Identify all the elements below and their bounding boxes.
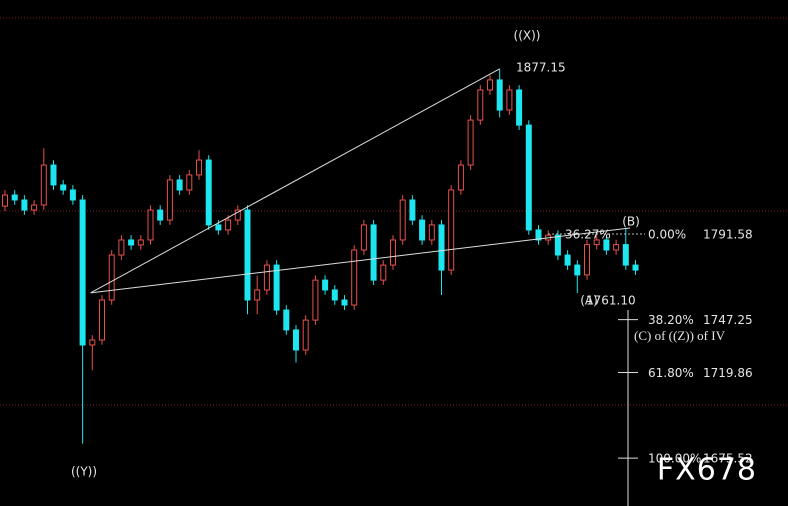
candle-body bbox=[186, 174, 193, 191]
price-label: 1761.10 bbox=[586, 293, 636, 307]
wave-label: (A) bbox=[580, 294, 598, 308]
candle-body bbox=[31, 204, 38, 211]
candle-body bbox=[496, 79, 503, 111]
candle-body bbox=[399, 199, 406, 241]
candle-body bbox=[69, 189, 76, 201]
candle-body bbox=[60, 184, 67, 191]
candle-body bbox=[574, 264, 581, 276]
candle-body bbox=[632, 264, 639, 271]
candle-body bbox=[351, 249, 358, 306]
candle-body bbox=[584, 244, 590, 276]
candle-body bbox=[438, 224, 445, 271]
candle-body bbox=[137, 239, 144, 246]
fib-ratio: 100.00% bbox=[648, 452, 701, 466]
candle-body bbox=[525, 124, 532, 231]
candle-body bbox=[322, 279, 329, 291]
candle-body bbox=[215, 224, 222, 231]
candle-body bbox=[283, 309, 290, 331]
fib-ratio: 38.20% bbox=[648, 313, 694, 327]
candle-body bbox=[50, 164, 57, 186]
fib-ratio: 61.80% bbox=[648, 366, 694, 380]
candle-body bbox=[312, 279, 319, 321]
candle-body bbox=[11, 194, 18, 201]
candle-body bbox=[603, 239, 610, 251]
price-label: 1877.15 bbox=[516, 60, 566, 74]
candle-body bbox=[390, 239, 396, 266]
candle-body bbox=[516, 89, 523, 126]
candle-body bbox=[108, 254, 115, 301]
candle-body bbox=[244, 209, 251, 301]
candle-body bbox=[613, 244, 620, 251]
candle-body bbox=[89, 339, 96, 346]
candle-body bbox=[128, 239, 135, 246]
candle-body bbox=[506, 89, 513, 111]
watermark: FX678 bbox=[657, 453, 757, 488]
candle-body bbox=[293, 329, 299, 351]
candle-body bbox=[370, 224, 377, 281]
candle-body bbox=[99, 299, 105, 341]
wave-line bbox=[90, 68, 631, 294]
candle-body bbox=[477, 89, 484, 121]
fib-price: 1791.58 bbox=[703, 228, 753, 242]
candle-body bbox=[273, 264, 280, 311]
candle-body bbox=[622, 244, 629, 266]
wave-label: ((Y)) bbox=[71, 465, 97, 479]
target-label: (C) of ((Z)) of IV bbox=[634, 328, 726, 343]
candle-body bbox=[409, 199, 416, 221]
candle-body bbox=[419, 219, 426, 241]
candle-body bbox=[263, 264, 270, 291]
candle-body bbox=[535, 229, 542, 241]
candle-body bbox=[147, 209, 154, 241]
candle-body bbox=[448, 189, 455, 271]
candle-body bbox=[360, 224, 367, 251]
candle-body bbox=[593, 239, 600, 246]
fib-price: 1675.52 bbox=[703, 452, 753, 466]
candle-body bbox=[380, 264, 387, 281]
candle-body bbox=[118, 239, 125, 256]
candle-body bbox=[225, 219, 232, 231]
candle-body bbox=[428, 224, 435, 241]
candle-body bbox=[467, 119, 474, 166]
candle-body bbox=[457, 164, 464, 191]
candle-body bbox=[2, 194, 8, 207]
wave-label: ((X)) bbox=[514, 29, 541, 43]
wave-label: (B) bbox=[622, 215, 640, 229]
candle-body bbox=[302, 319, 309, 351]
candle-body bbox=[341, 299, 348, 306]
fib-price: 1747.25 bbox=[703, 313, 753, 327]
candle-body bbox=[157, 209, 164, 221]
candle-body bbox=[331, 289, 338, 301]
candle-body bbox=[487, 79, 493, 91]
fib-price: 1719.86 bbox=[703, 366, 753, 380]
candle-body bbox=[176, 179, 183, 191]
fib-partial-label: 36.27% bbox=[565, 228, 611, 242]
candle-body bbox=[196, 159, 202, 176]
candle-body bbox=[40, 164, 47, 206]
fib-ratio: 0.00% bbox=[648, 228, 686, 242]
candle-body bbox=[21, 199, 28, 211]
candle-body bbox=[79, 199, 86, 346]
candle-body bbox=[234, 209, 241, 221]
candle-body bbox=[205, 159, 212, 226]
candle-body bbox=[254, 289, 261, 301]
candle-body bbox=[554, 234, 561, 256]
candle-body bbox=[564, 254, 571, 266]
candle-body bbox=[166, 179, 173, 221]
